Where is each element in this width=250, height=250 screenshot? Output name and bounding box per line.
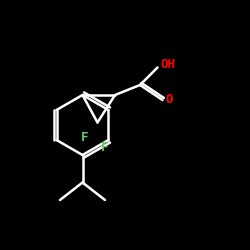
Text: OH: OH: [160, 58, 175, 71]
Text: F: F: [101, 141, 109, 154]
Text: F: F: [81, 131, 89, 144]
Text: O: O: [165, 94, 172, 106]
